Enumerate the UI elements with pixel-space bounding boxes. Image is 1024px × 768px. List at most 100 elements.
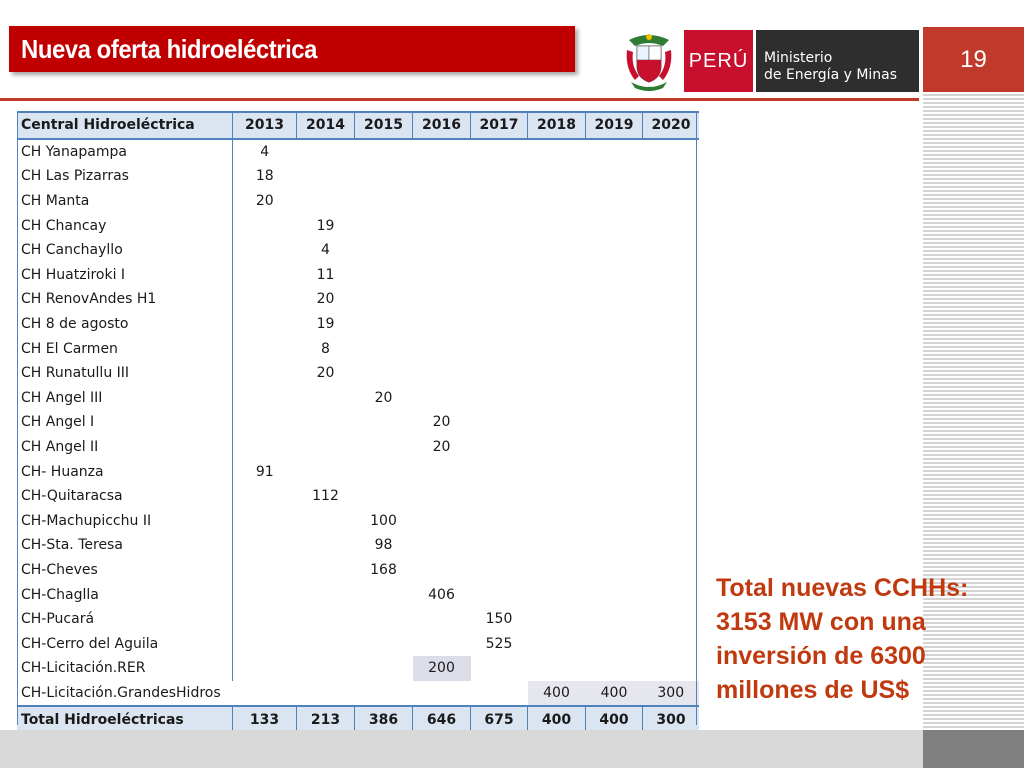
- footer-bar: [0, 730, 923, 768]
- capacity-cell: [297, 164, 355, 189]
- table-row: CH-Machupicchu II 100: [17, 508, 699, 534]
- capacity-cell: [297, 533, 355, 558]
- capacity-cell: 200: [412, 656, 471, 681]
- capacity-cell: [586, 631, 643, 656]
- capacity-cell: [528, 484, 586, 509]
- capacity-cell: [233, 312, 297, 337]
- capacity-cell: [413, 213, 471, 238]
- capacity-cell: [297, 558, 355, 583]
- column-header: 2016: [412, 111, 471, 140]
- capacity-cell: [413, 238, 471, 263]
- plant-name-cell: CH-Cheves: [17, 557, 233, 583]
- capacity-cell: 20: [432, 414, 451, 431]
- capacity-cell: [643, 386, 700, 411]
- capacity-cell: [297, 631, 355, 656]
- capacity-cell: [471, 582, 528, 607]
- capacity-cell: 112: [312, 488, 339, 505]
- capacity-cell: [233, 607, 297, 632]
- capacity-cell: 400: [527, 680, 586, 707]
- capacity-cell: [586, 238, 643, 263]
- capacity-cell: [413, 312, 471, 337]
- capacity-cell: [528, 164, 586, 189]
- ministry-line-1: Ministerio: [764, 50, 833, 66]
- page-number-text: 19: [960, 45, 987, 73]
- capacity-cell: [586, 435, 643, 460]
- total-label: Total Hidroeléctricas: [17, 705, 233, 734]
- capacity-cell: 8: [321, 340, 330, 357]
- capacity-cell: [355, 336, 413, 361]
- plant-name-cell: CH-Sta. Teresa: [17, 533, 233, 558]
- capacity-cell: [233, 386, 297, 411]
- total-cell: 386: [354, 705, 413, 734]
- hydro-plants-table: Central Hidroeléctrica 2013 2014 2015 20…: [17, 111, 699, 734]
- capacity-cell: [413, 484, 471, 509]
- table-row: CH Canchayllo 4: [17, 237, 699, 263]
- capacity-cell: [528, 459, 586, 484]
- total-row: Total Hidroeléctricas 133 213 386 646 67…: [17, 705, 699, 734]
- capacity-cell: [233, 656, 297, 681]
- capacity-cell: [471, 681, 528, 707]
- capacity-cell: [233, 213, 297, 238]
- plant-name-cell: CH- Huanza: [17, 459, 233, 484]
- capacity-cell: [413, 386, 471, 411]
- capacity-cell: [586, 139, 643, 165]
- capacity-cell: [471, 238, 528, 263]
- plant-name-cell: CH-Cerro del Aguila: [17, 631, 233, 657]
- capacity-cell: [586, 312, 643, 337]
- capacity-cell: 4: [260, 143, 270, 160]
- capacity-cell: [233, 361, 297, 386]
- capacity-cell: [413, 189, 471, 214]
- capacity-cell: [643, 263, 700, 288]
- plant-name-cell: CH-Licitación.GrandesHidros: [21, 684, 221, 701]
- capacity-cell: [643, 607, 700, 632]
- table-row: CH Runatullu III 20: [17, 360, 699, 386]
- capacity-cell: [528, 238, 586, 263]
- capacity-cell: [586, 607, 643, 632]
- capacity-cell: [586, 361, 643, 386]
- total-cell: 675: [470, 705, 528, 734]
- capacity-cell: [471, 459, 528, 484]
- capacity-cell: [355, 607, 413, 632]
- total-cell: 400: [585, 705, 643, 734]
- capacity-cell: [643, 189, 700, 214]
- capacity-cell: [233, 582, 297, 607]
- plant-name-cell: CH-Pucará: [17, 606, 233, 632]
- capacity-cell: [297, 681, 355, 707]
- title-banner: Nueva oferta hidroeléctrica: [9, 26, 575, 72]
- capacity-cell: [586, 164, 643, 189]
- capacity-cell: [355, 484, 413, 509]
- capacity-cell: 4: [321, 242, 330, 259]
- page-title: Nueva oferta hidroeléctrica: [21, 34, 317, 64]
- capacity-cell: [413, 287, 471, 312]
- column-header: 2013: [232, 111, 297, 140]
- capacity-cell: [355, 287, 413, 312]
- capacity-cell: 19: [316, 217, 335, 234]
- capacity-cell: [586, 459, 643, 484]
- capacity-cell: 19: [316, 316, 335, 333]
- capacity-cell: [643, 558, 700, 583]
- capacity-cell: [471, 164, 528, 189]
- capacity-cell: 168: [370, 561, 397, 578]
- capacity-cell: [586, 558, 643, 583]
- capacity-cell: [643, 656, 700, 681]
- capacity-cell: [586, 386, 643, 411]
- capacity-cell: [528, 287, 586, 312]
- capacity-cell: [413, 533, 471, 558]
- capacity-cell: 525: [485, 635, 513, 652]
- capacity-cell: [297, 189, 355, 214]
- table-row: CH Las Pizarras 18: [17, 164, 699, 189]
- capacity-cell: [586, 533, 643, 558]
- plant-name-cell: CH-Chaglla: [17, 582, 233, 607]
- plant-name-cell: CH Las Pizarras: [17, 164, 233, 189]
- plant-name-cell: CH El Carmen: [17, 336, 233, 361]
- total-cell: 646: [412, 705, 471, 734]
- capacity-cell: [643, 582, 700, 607]
- capacity-cell: [586, 410, 643, 435]
- table-row: CH Angel III 20: [17, 385, 700, 411]
- capacity-cell: [355, 459, 413, 484]
- capacity-cell: [643, 139, 700, 165]
- table-row: CH-Cheves 168: [17, 557, 700, 583]
- plant-name-cell: CH 8 de agosto: [17, 311, 233, 337]
- table-row: CH El Carmen 8: [17, 336, 699, 361]
- capacity-cell: [413, 164, 471, 189]
